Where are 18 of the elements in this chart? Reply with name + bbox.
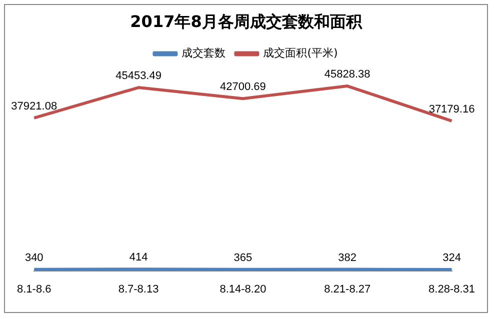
data-label: 340 [24,252,44,264]
chart-title: 2017年8月各周成交套数和面积 [130,12,363,31]
data-label: 42700.69 [220,81,266,94]
x-tick-label: 8.7-8.13 [118,283,159,296]
x-tick-label: 8.21-8.27 [324,283,371,296]
data-label: 45453.49 [116,70,162,82]
x-tick-label: 8.14-8.20 [220,283,266,296]
data-label: 37179.16 [428,103,475,116]
data-label: 37921.08 [11,100,58,112]
x-tick-label: 8.28-8.31 [428,283,475,296]
data-label: 365 [234,252,252,264]
legend-label: 成交套数 [182,46,226,60]
data-label: 45828.38 [324,68,370,81]
data-label: 324 [442,252,461,264]
legend-label: 成交面积(平米) [263,46,338,60]
data-label: 414 [129,252,148,264]
data-label: 382 [338,252,357,264]
x-tick-label: 8.1-8.6 [17,283,52,296]
